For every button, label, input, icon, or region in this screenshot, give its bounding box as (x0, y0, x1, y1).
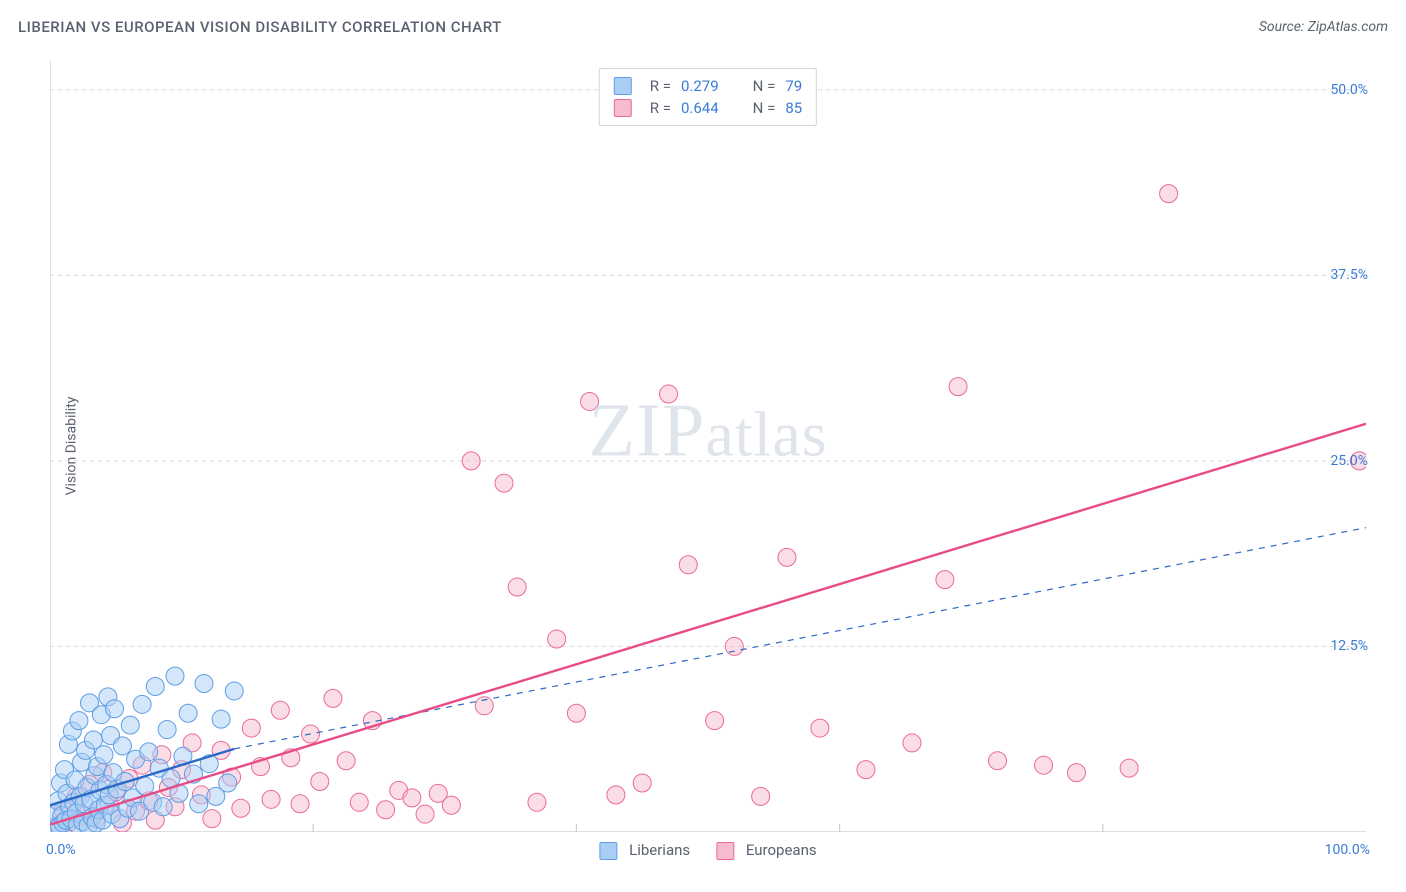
stats-row: R = 0.644 N = 85 (614, 97, 802, 119)
y-tick-label: 37.5% (1330, 267, 1368, 283)
y-tick-label: 25.0% (1330, 453, 1368, 469)
x-max-label: 100.0% (1325, 842, 1370, 858)
legend-item-liberians: Liberians (599, 841, 690, 860)
stats-swatch (614, 77, 632, 95)
stats-r-label: R = (650, 77, 671, 95)
stats-legend-box: R = 0.279 N = 79 R = 0.644 N = 85 (599, 68, 817, 126)
stats-row: R = 0.279 N = 79 (614, 75, 802, 97)
legend-item-europeans: Europeans (716, 841, 816, 860)
stats-n-label: N = (753, 77, 776, 95)
source-label: Source: ZipAtlas.com (1259, 19, 1388, 35)
legend-swatch-europeans (716, 842, 734, 860)
legend-swatch-liberians (599, 842, 617, 860)
y-tick-label: 12.5% (1330, 638, 1368, 654)
x-min-label: 0.0% (46, 842, 76, 858)
stats-n-label: N = (753, 99, 776, 117)
legend-label-liberians: Liberians (629, 841, 690, 859)
y-tick-label: 50.0% (1330, 82, 1368, 98)
series-legend: Liberians Europeans (599, 841, 816, 860)
scatter-plot (50, 60, 1366, 832)
stats-r-value: 0.644 (681, 99, 719, 117)
chart-area: Vision Disability ZIPatlas R =0.279N =79… (50, 60, 1366, 832)
stats-swatch (614, 99, 632, 117)
legend-label-europeans: Europeans (746, 841, 817, 859)
stats-n-value: 79 (785, 77, 802, 95)
stats-n-value: 85 (785, 99, 802, 117)
chart-title: LIBERIAN VS EUROPEAN VISION DISABILITY C… (18, 18, 502, 36)
stats-r-label: R = (650, 99, 671, 117)
stats-r-value: 0.279 (681, 77, 719, 95)
